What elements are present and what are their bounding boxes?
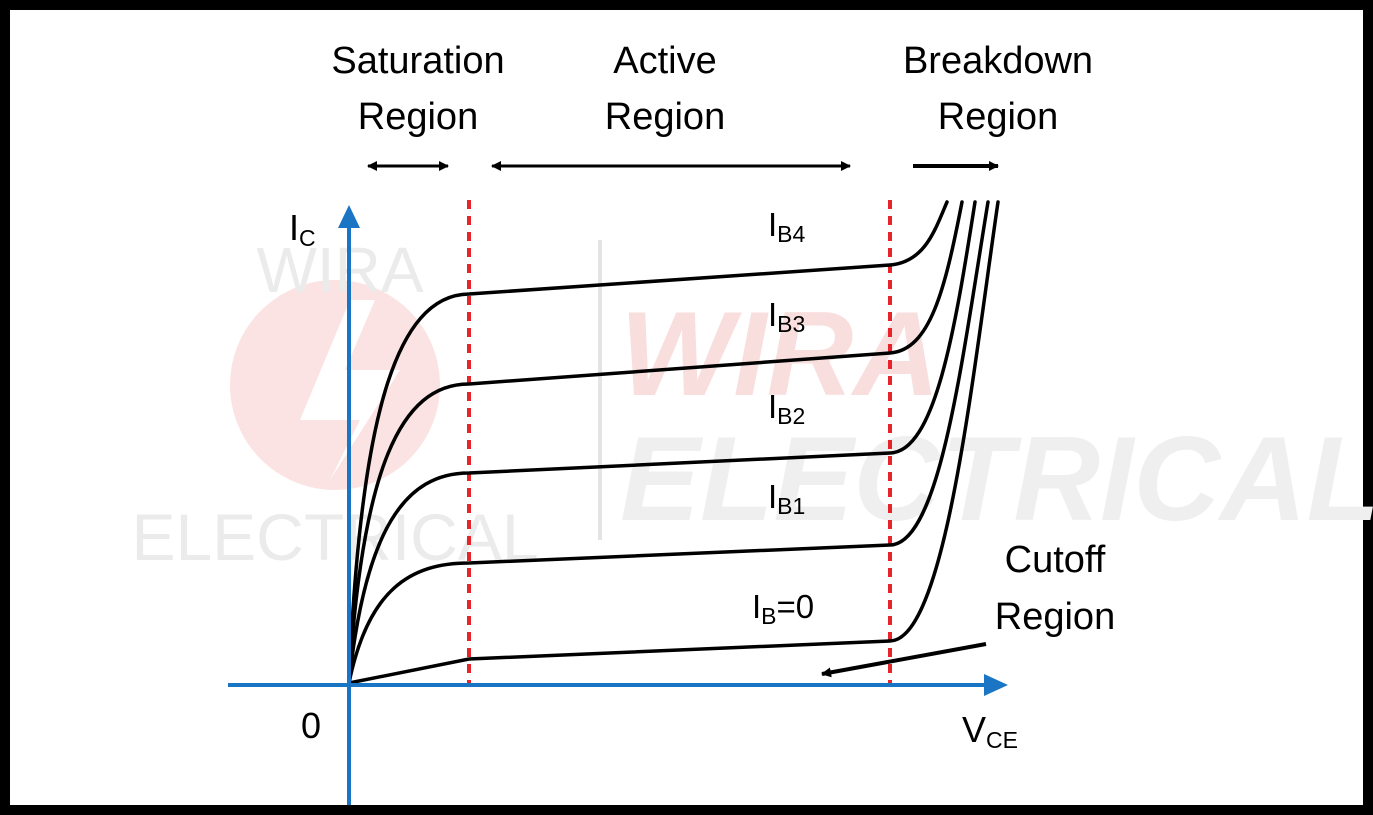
curve-ib1 — [347, 200, 990, 685]
curve-label-ib2: IB2 — [768, 388, 805, 429]
saturation-label-line1: Saturation — [331, 40, 504, 82]
saturation-label-line2: Region — [358, 96, 478, 138]
y-axis-label: IC — [289, 207, 316, 251]
watermark-big-bottom: ELECTRICAL — [620, 412, 1373, 546]
cutoff-pointer-arrow — [821, 642, 987, 678]
curve-ib2 — [347, 200, 977, 685]
characteristic-curves — [347, 200, 1000, 685]
breakdown-label-line1: Breakdown — [903, 40, 1093, 82]
curve-label-ib3: IB3 — [768, 296, 805, 337]
origin-label: 0 — [301, 705, 321, 746]
breakdown-label-line2: Region — [938, 96, 1058, 138]
cutoff-label-line1: Cutoff — [1005, 539, 1106, 581]
curve-ib4 — [347, 200, 949, 685]
curve-label-ib4: IB4 — [768, 206, 806, 247]
active-label-line1: Active — [613, 40, 716, 82]
x-axis-label: VCE — [962, 709, 1018, 753]
x-axis-arrowhead — [984, 674, 1008, 696]
watermark-logo-top: WIRA — [256, 234, 423, 306]
active-label-line2: Region — [605, 96, 725, 138]
y-axis-arrowhead — [338, 205, 360, 228]
curve-label-ib0: IB=0 — [752, 588, 814, 629]
cutoff-label-line2: Region — [995, 596, 1115, 638]
watermark: WIRA ELECTRICAL WIRA ELECTRICAL — [131, 234, 1373, 574]
curve-label-ib1: IB1 — [768, 478, 805, 519]
curve-ib0 — [347, 200, 1000, 685]
curve-ib3 — [347, 200, 964, 685]
